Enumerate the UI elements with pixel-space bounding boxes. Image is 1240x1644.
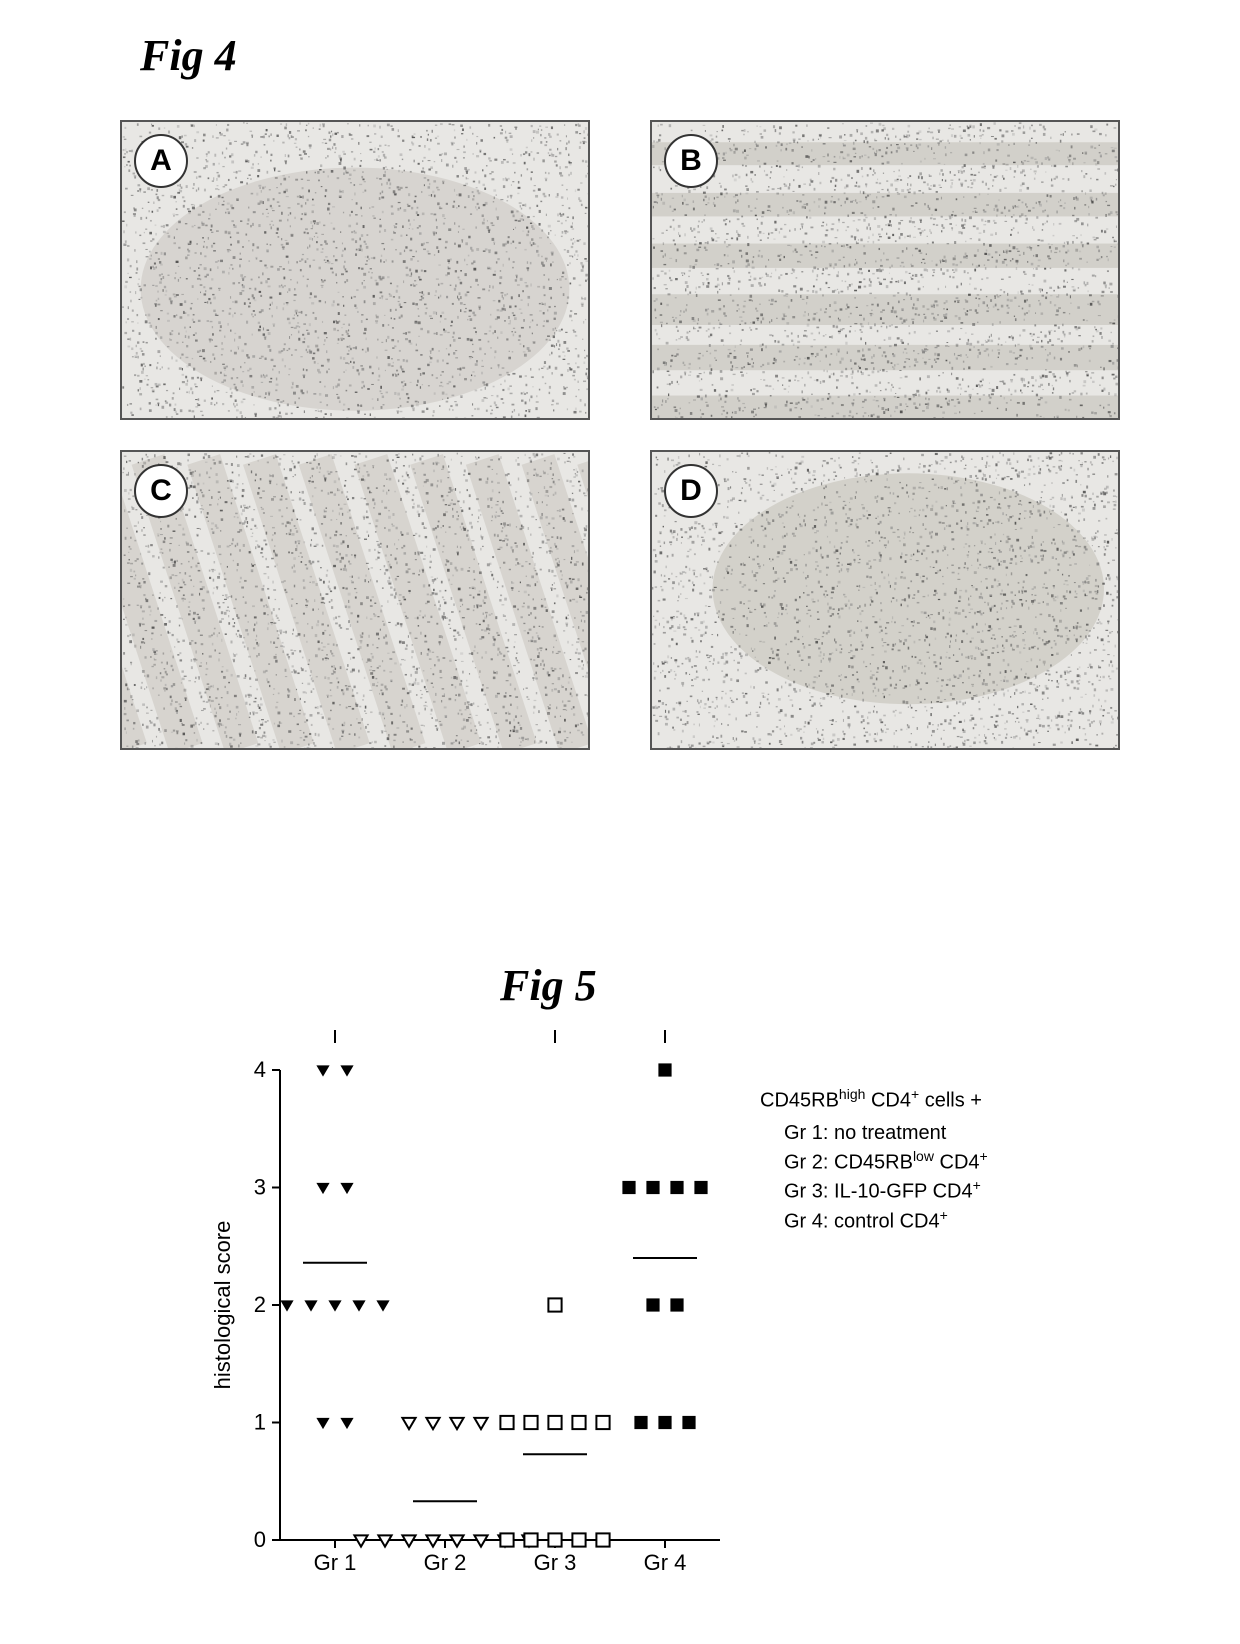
histology-image [652,452,1118,750]
panel-label-a: A [134,134,188,188]
histology-image [122,452,588,750]
legend-row: Gr 2: CD45RBlow CD4+ [760,1147,988,1177]
panel-label-d: D [664,464,718,518]
legend-row: Gr 3: IL-10-GFP CD4+ [760,1176,988,1206]
legend-row: Gr 4: control CD4+ [760,1206,988,1236]
legend-row: Gr 1: no treatment [760,1119,988,1147]
fig4-panel-d: D [650,450,1120,750]
histology-image [652,122,1118,420]
fig5-scatter-chart: 01234histological scoreGr 1Gr 2Gr 3Gr 4*… [200,1030,760,1590]
legend-header: CD45RBhigh CD4+ cells + [760,1085,988,1115]
fig5-area: Fig 5 01234histological scoreGr 1Gr 2Gr … [200,1030,1080,1590]
fig4-panel-b: B [650,120,1120,420]
fig5-title: Fig 5 [500,960,597,1011]
fig4-panel-c: C [120,450,590,750]
panel-label-b: B [664,134,718,188]
fig4-title: Fig 4 [140,30,237,81]
fig4-panel-grid: A B C D [120,120,1120,750]
fig5-legend: CD45RBhigh CD4+ cells + Gr 1: no treatme… [760,1085,988,1236]
panel-label-c: C [134,464,188,518]
fig4-panel-a: A [120,120,590,420]
histology-image [122,122,588,420]
